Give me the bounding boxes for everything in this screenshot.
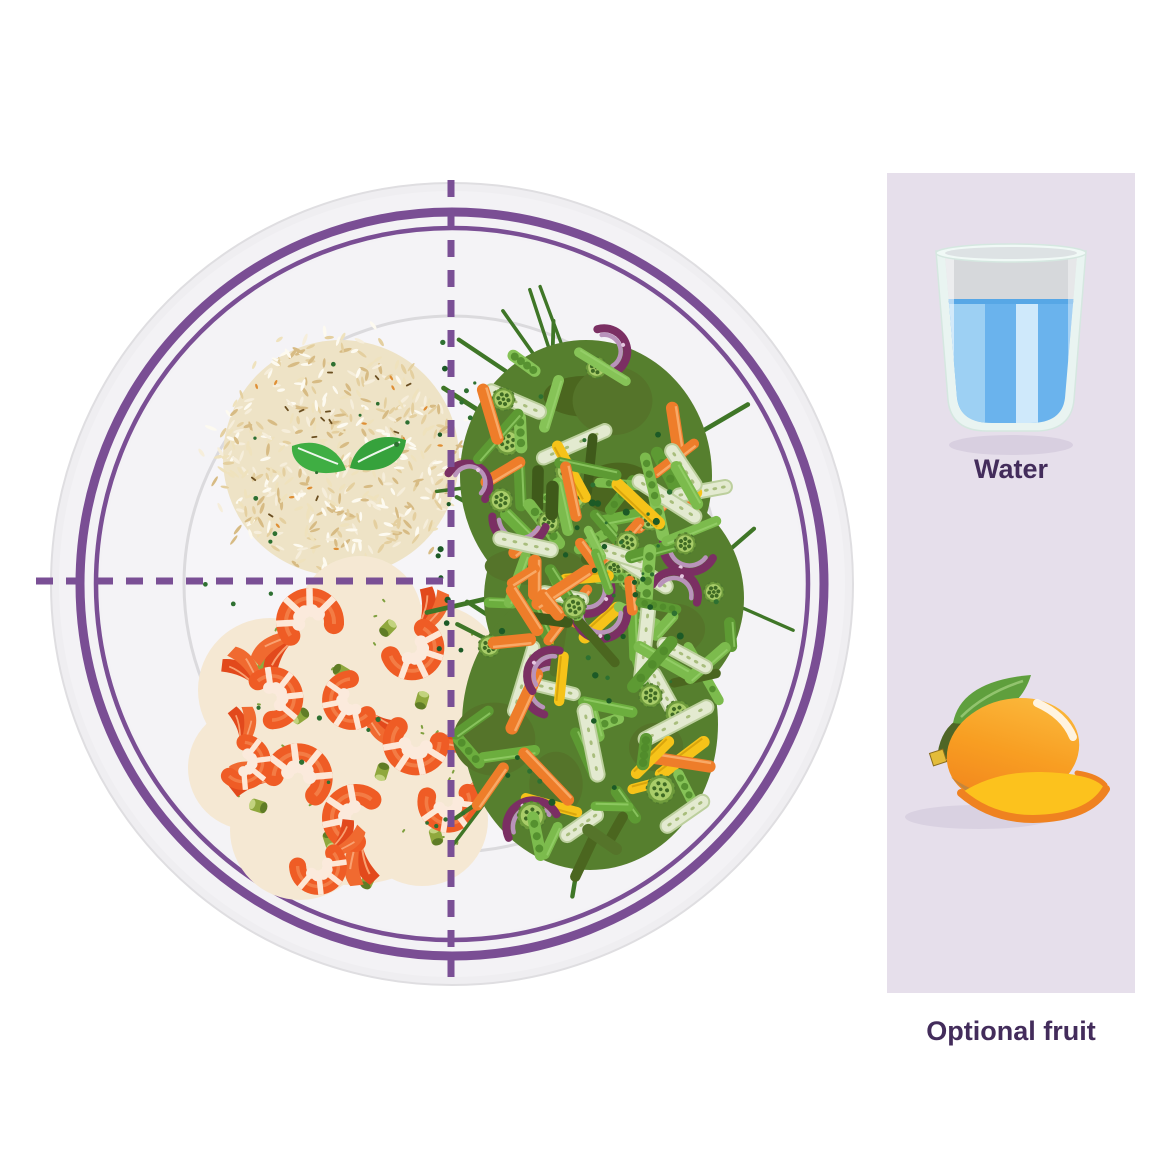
mango-slice-edge (1074, 770, 1108, 788)
mango-slice-rind (957, 785, 1110, 824)
mango-stem-tip (928, 748, 948, 767)
glass-rim-inner (945, 247, 1077, 259)
water-glass-icon (935, 243, 1087, 455)
mango-highlight (1033, 699, 1077, 741)
glass-shadow (949, 435, 1073, 455)
mango-icon (905, 675, 1110, 829)
water-label: Water (973, 454, 1048, 484)
mint-garnish-icon (291, 436, 406, 474)
beverage-fruit-panel: Water Optional fruit (887, 173, 1135, 1046)
vegetable-portion (424, 284, 795, 899)
mango-leaf (953, 675, 1031, 724)
leaf-vein (960, 679, 1024, 718)
rice-portion (198, 321, 481, 587)
mango-slice (961, 771, 1106, 819)
fruit-label: Optional fruit (926, 1016, 1096, 1046)
glass-contents (945, 256, 1077, 423)
quadrant-divider-lines (36, 180, 455, 990)
